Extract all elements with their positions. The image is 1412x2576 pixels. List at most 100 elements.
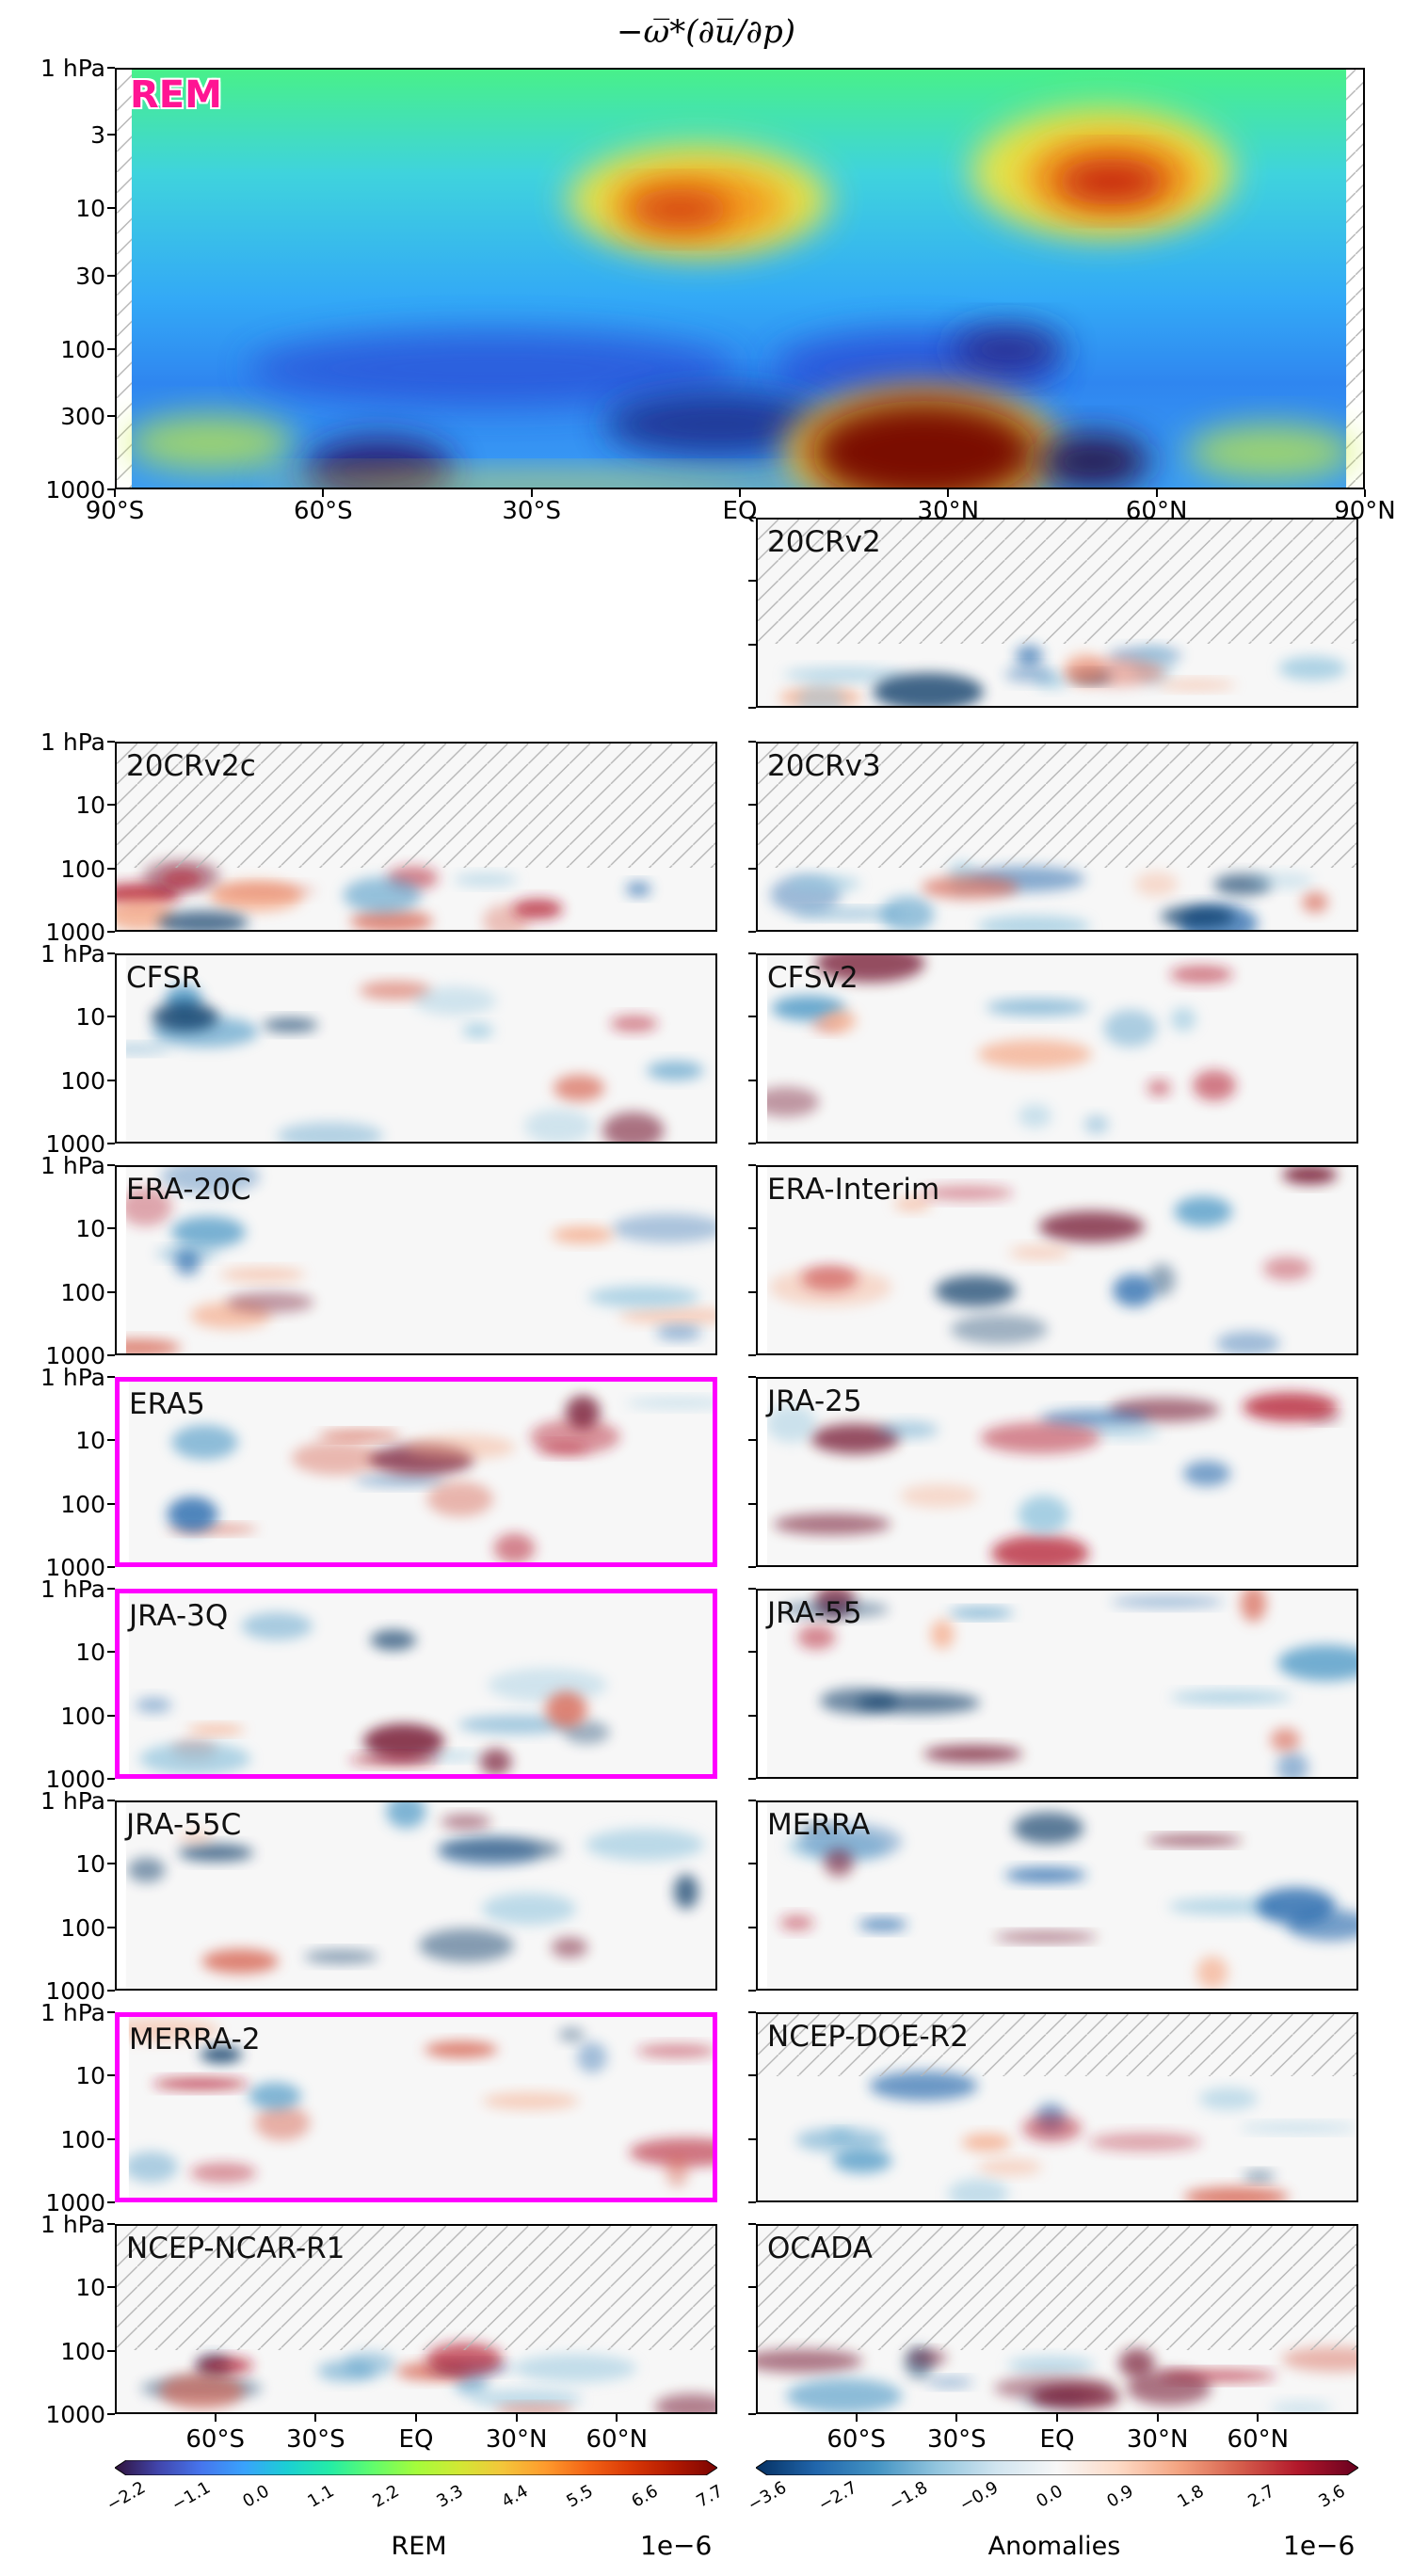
colorbar-rem-multiplier: 1e−6 (640, 2530, 713, 2561)
field-feature (480, 1748, 512, 1774)
field-feature (1021, 2114, 1083, 2142)
field-feature (1193, 1069, 1236, 1101)
tick-mark (314, 2414, 317, 2422)
field-feature (1198, 2088, 1259, 2110)
tick-mark (748, 867, 756, 870)
small-ytick-label: 100 (60, 855, 105, 883)
field-feature (926, 2377, 973, 2388)
panel-merra: MERRA (756, 1800, 1358, 1991)
rem-ytick-label: 3 (90, 121, 105, 150)
tick-mark (415, 2414, 417, 2422)
field-feature (1281, 2346, 1356, 2372)
rem-xtick-label: 90°N (1334, 497, 1396, 525)
field-feature (768, 1268, 892, 1307)
rem-ytick-label: 30 (75, 262, 105, 290)
panel-label-20crv3: 20CRv3 (767, 749, 881, 783)
panel-era-interim: ERA-Interim (756, 1165, 1358, 1355)
panel-label-merra: MERRA (767, 1808, 871, 1842)
field-feature (1168, 1897, 1283, 1915)
field-feature (1169, 966, 1233, 984)
tick-mark (107, 867, 115, 870)
colorbar-tick-label: 7.7 (693, 2481, 727, 2512)
field-feature (788, 875, 861, 892)
colorbar-anomalies-label: Anomalies (987, 2532, 1121, 2561)
edge-mask (758, 1591, 767, 1777)
field-feature (1277, 1644, 1356, 1682)
small-ytick-label: 1 hPa (40, 940, 105, 968)
field-feature (1054, 158, 1168, 205)
field-feature (157, 910, 249, 930)
rem-xtick-label: 30°N (917, 497, 980, 525)
field-feature (873, 672, 984, 706)
field-feature (200, 2046, 243, 2064)
field-feature (798, 1823, 903, 1861)
colorbar-tick-label: 0.0 (239, 2481, 273, 2512)
tick-mark (114, 489, 116, 497)
tick-mark (107, 931, 115, 933)
tick-mark (1364, 489, 1366, 497)
field-feature (426, 1480, 493, 1517)
field-feature (765, 1404, 817, 1443)
bottom-xtick-label: EQ (1039, 2425, 1075, 2454)
field-feature (618, 1307, 715, 1324)
tick-mark (955, 2414, 958, 2422)
rem-ytick-label: 1 hPa (40, 55, 105, 82)
tick-mark (107, 274, 115, 277)
bottom-xtick-label: EQ (398, 2425, 434, 2454)
tick-mark (748, 1079, 756, 1081)
field-feature (1262, 1256, 1311, 1281)
field-feature (495, 2404, 574, 2412)
tick-mark (748, 517, 756, 519)
colorbar-gradient (755, 2459, 1359, 2476)
panel-label-cfsv2: CFSv2 (767, 961, 858, 995)
panel-cfsr: CFSR (115, 953, 717, 1144)
field-feature (869, 2071, 978, 2101)
colorbar-tick-label: 2.7 (1244, 2481, 1278, 2512)
colorbar-tick-label: 1.1 (303, 2481, 338, 2512)
field-feature (786, 2378, 903, 2412)
colorbar-tick-label: −1.8 (885, 2477, 932, 2516)
field-feature (977, 2159, 1043, 2176)
field-feature (977, 1039, 1092, 1069)
panel-label-20crv2c: 20CRv2c (126, 749, 256, 783)
colorbar-tick-label: −1.1 (168, 2477, 215, 2516)
field-feature (170, 1216, 246, 1248)
missing-data-hatch-right (1346, 70, 1363, 488)
field-feature (602, 1112, 665, 1142)
field-feature (125, 414, 296, 472)
field-feature (462, 1024, 494, 1038)
field-feature (551, 1226, 615, 1243)
edge-mask (120, 1593, 129, 1774)
field-feature (587, 1286, 700, 1308)
field-feature (1083, 1115, 1109, 1134)
tick-mark (107, 1079, 115, 1081)
field-feature (1170, 1007, 1196, 1032)
colorbar-tick-label: −2.7 (814, 2477, 861, 2516)
tick-mark (530, 489, 533, 497)
field-feature (1243, 2171, 1276, 2182)
panel-label-ocada: OCADA (767, 2232, 873, 2265)
panel-label-20crv2: 20CRv2 (767, 525, 881, 559)
edge-mask (120, 2017, 129, 2198)
field-feature (117, 1339, 182, 1353)
field-feature (1091, 1424, 1161, 1439)
field-feature (980, 1422, 1101, 1454)
field-feature (880, 896, 935, 930)
edge-mask (117, 955, 126, 1142)
edge-mask (758, 1167, 767, 1353)
tick-mark (748, 643, 756, 646)
tick-mark (107, 414, 115, 417)
field-feature (647, 1061, 704, 1080)
small-ytick-label: 1000 (45, 2401, 105, 2428)
field-background (758, 1167, 1356, 1353)
panel-ncep-doe-r2: NCEP-DOE-R2 (756, 2012, 1358, 2202)
field-feature (277, 1122, 384, 1142)
bottom-xtick-label: 60°S (826, 2425, 886, 2454)
tick-mark (107, 347, 115, 350)
field-feature (1196, 1956, 1228, 1989)
colorbar-tick-label: 0.0 (1033, 2481, 1067, 2512)
field-feature (629, 2137, 713, 2168)
panel-label-era-20c: ERA-20C (126, 1173, 251, 1207)
colorbar-tick-label: 3.3 (433, 2481, 468, 2512)
tick-mark (1155, 489, 1158, 497)
